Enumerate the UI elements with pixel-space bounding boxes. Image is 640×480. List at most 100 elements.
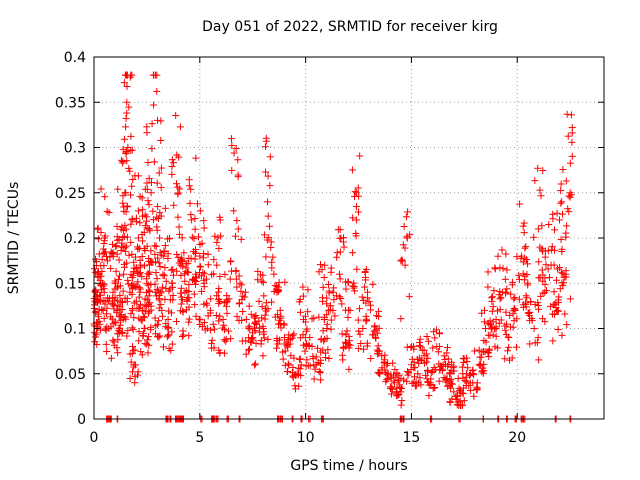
- data-point: [239, 292, 247, 300]
- data-point: [145, 341, 153, 349]
- data-point: [262, 253, 270, 261]
- data-point: [123, 233, 131, 241]
- data-point: [157, 212, 165, 220]
- data-point: [114, 276, 122, 284]
- data-point: [264, 172, 272, 180]
- data-point: [191, 249, 199, 257]
- data-point: [411, 382, 419, 390]
- data-point: [143, 242, 151, 250]
- data-point: [545, 221, 553, 229]
- data-point: [245, 345, 253, 353]
- data-point: [464, 364, 472, 372]
- data-point: [550, 261, 558, 269]
- data-point: [136, 219, 144, 227]
- data-point: [443, 382, 451, 390]
- data-point: [374, 350, 382, 358]
- data-point: [207, 295, 215, 303]
- data-point: [416, 343, 424, 351]
- data-point: [166, 234, 174, 242]
- data-point: [357, 340, 365, 348]
- data-point: [242, 315, 250, 323]
- data-point: [118, 329, 126, 337]
- data-point: [554, 325, 562, 333]
- data-point: [120, 270, 128, 278]
- data-point: [319, 346, 327, 354]
- data-point: [122, 242, 130, 250]
- data-point: [381, 366, 389, 374]
- data-point: [113, 307, 121, 315]
- data-point: [98, 306, 106, 314]
- data-point: [162, 277, 170, 285]
- data-point: [260, 334, 268, 342]
- data-point: [365, 297, 373, 305]
- data-point: [544, 265, 552, 273]
- data-point: [145, 286, 153, 294]
- data-point: [103, 348, 111, 356]
- data-point: [498, 246, 506, 254]
- data-point: [488, 307, 496, 315]
- data-point: [494, 252, 502, 260]
- data-point: [174, 253, 182, 261]
- data-point: [221, 326, 229, 334]
- data-point: [372, 334, 380, 342]
- data-point: [234, 171, 242, 179]
- data-point: [466, 371, 474, 379]
- data-point: [192, 312, 200, 320]
- data-point: [148, 120, 156, 128]
- data-point: [139, 329, 147, 337]
- data-point: [484, 268, 492, 276]
- data-point: [354, 208, 362, 216]
- data-point: [458, 389, 466, 397]
- data-point: [554, 296, 562, 304]
- data-point: [331, 312, 339, 320]
- data-point: [114, 349, 122, 357]
- data-point: [166, 285, 174, 293]
- data-point: [352, 216, 360, 224]
- data-point: [391, 365, 399, 373]
- data-point: [97, 185, 105, 193]
- data-point: [200, 224, 208, 232]
- data-point: [111, 318, 119, 326]
- data-point: [121, 189, 129, 197]
- data-point: [94, 224, 102, 232]
- data-point: [190, 290, 198, 298]
- data-point: [478, 309, 486, 317]
- data-point: [126, 375, 134, 383]
- data-point: [502, 288, 510, 296]
- data-point: [207, 326, 215, 334]
- data-point: [338, 300, 346, 308]
- data-point: [308, 315, 316, 323]
- data-point: [406, 231, 414, 239]
- data-point: [145, 174, 153, 182]
- data-point: [136, 285, 144, 293]
- data-point: [367, 354, 375, 362]
- data-point: [154, 321, 162, 329]
- data-point: [230, 207, 238, 215]
- data-point: [491, 343, 499, 351]
- data-point: [113, 222, 121, 230]
- data-point: [95, 235, 103, 243]
- data-point: [251, 361, 259, 369]
- data-point: [225, 327, 233, 335]
- data-point: [346, 341, 354, 349]
- x-tick-label: 0: [90, 430, 99, 446]
- data-point: [418, 346, 426, 354]
- y-tick-label: 0: [77, 412, 86, 428]
- data-point: [116, 312, 124, 320]
- data-point: [235, 317, 243, 325]
- data-point: [259, 352, 267, 360]
- data-point: [252, 339, 260, 347]
- data-point: [447, 375, 455, 383]
- data-point: [147, 302, 155, 310]
- data-point: [260, 231, 268, 239]
- data-point: [114, 336, 122, 344]
- data-point: [123, 332, 131, 340]
- data-point: [120, 207, 128, 215]
- data-point: [343, 327, 351, 335]
- data-point: [184, 269, 192, 277]
- data-point: [259, 271, 267, 279]
- data-point: [367, 306, 375, 314]
- data-point: [327, 264, 335, 272]
- data-point: [524, 281, 532, 289]
- data-point: [144, 270, 152, 278]
